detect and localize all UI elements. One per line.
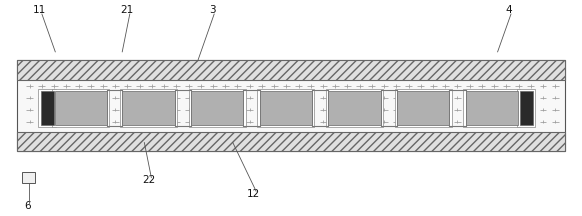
Text: 22: 22 bbox=[142, 175, 155, 185]
Bar bbox=[55, 91, 107, 125]
Bar bbox=[191, 91, 243, 125]
Bar bbox=[120, 89, 177, 127]
Bar bbox=[22, 172, 35, 183]
Text: 3: 3 bbox=[209, 5, 216, 15]
Text: 4: 4 bbox=[506, 5, 513, 15]
Bar bbox=[520, 91, 533, 125]
Bar bbox=[326, 89, 383, 127]
Bar bbox=[466, 91, 518, 125]
Bar bbox=[395, 89, 452, 127]
Text: 21: 21 bbox=[120, 5, 133, 15]
Bar bbox=[41, 91, 54, 125]
Bar bbox=[257, 89, 314, 127]
Bar bbox=[52, 89, 109, 127]
Bar bbox=[38, 89, 56, 127]
Bar bbox=[189, 89, 246, 127]
Text: 12: 12 bbox=[247, 189, 260, 199]
Bar bbox=[122, 91, 175, 125]
Bar bbox=[17, 132, 565, 151]
Bar bbox=[397, 91, 449, 125]
Bar bbox=[463, 89, 520, 127]
Text: 11: 11 bbox=[33, 5, 46, 15]
Bar bbox=[517, 89, 535, 127]
Bar bbox=[328, 91, 381, 125]
Text: 6: 6 bbox=[24, 201, 31, 211]
Bar bbox=[17, 60, 565, 151]
Bar bbox=[260, 91, 312, 125]
Bar bbox=[17, 60, 565, 80]
